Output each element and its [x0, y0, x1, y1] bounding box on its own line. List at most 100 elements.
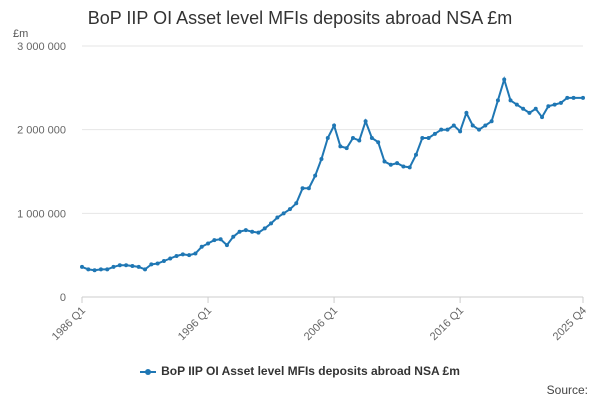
- x-tick-label: 2016 Q1: [428, 305, 466, 343]
- data-point[interactable]: [243, 228, 248, 233]
- data-point[interactable]: [369, 136, 374, 141]
- y-axis-ticks: 0 1 000 000 2 000 000 3 000 000: [17, 41, 66, 304]
- data-point[interactable]: [439, 127, 444, 132]
- data-point[interactable]: [111, 264, 116, 269]
- data-point[interactable]: [464, 110, 469, 115]
- data-point[interactable]: [388, 162, 393, 167]
- data-point[interactable]: [168, 256, 173, 261]
- data-point[interactable]: [401, 164, 406, 169]
- data-point[interactable]: [470, 123, 475, 128]
- data-point[interactable]: [420, 136, 425, 141]
- data-point[interactable]: [395, 161, 400, 166]
- data-point[interactable]: [451, 123, 456, 128]
- data-point[interactable]: [445, 127, 450, 132]
- data-point[interactable]: [565, 95, 570, 100]
- data-point[interactable]: [344, 146, 349, 151]
- data-point[interactable]: [206, 241, 211, 246]
- data-point[interactable]: [414, 152, 418, 157]
- data-point[interactable]: [180, 252, 185, 257]
- data-point[interactable]: [155, 261, 160, 266]
- data-point[interactable]: [250, 229, 255, 234]
- data-point[interactable]: [237, 229, 242, 234]
- data-point[interactable]: [98, 267, 103, 272]
- data-point[interactable]: [174, 254, 179, 259]
- data-point[interactable]: [117, 263, 122, 268]
- legend-label: BoP IIP OI Asset level MFIs deposits abr…: [161, 364, 460, 378]
- data-point[interactable]: [275, 215, 280, 220]
- y-tick-label: 0: [60, 292, 66, 304]
- data-point[interactable]: [313, 173, 318, 178]
- y-axis-unit-label: £m: [13, 28, 29, 40]
- data-point[interactable]: [281, 211, 286, 216]
- data-point[interactable]: [269, 221, 274, 226]
- data-point[interactable]: [325, 136, 330, 141]
- data-point[interactable]: [212, 238, 217, 243]
- data-point[interactable]: [382, 159, 387, 164]
- data-point[interactable]: [552, 102, 557, 107]
- legend-swatch-icon: [140, 368, 157, 375]
- data-point[interactable]: [458, 129, 463, 134]
- series-line: [81, 76, 583, 272]
- data-point[interactable]: [540, 115, 545, 120]
- data-point[interactable]: [80, 264, 84, 269]
- x-tick-label: 1996 Q1: [176, 305, 214, 343]
- data-point[interactable]: [262, 226, 267, 231]
- data-point[interactable]: [546, 104, 551, 109]
- data-point[interactable]: [350, 136, 355, 141]
- data-point[interactable]: [483, 123, 488, 128]
- data-point[interactable]: [571, 95, 576, 100]
- gridlines: [82, 45, 583, 298]
- data-point[interactable]: [224, 243, 229, 248]
- data-point[interactable]: [105, 267, 110, 272]
- data-point[interactable]: [306, 186, 311, 191]
- data-point[interactable]: [294, 201, 299, 206]
- legend[interactable]: BoP IIP OI Asset level MFIs deposits abr…: [0, 364, 600, 378]
- y-tick-label: 1 000 000: [17, 208, 66, 220]
- data-point[interactable]: [187, 253, 192, 258]
- data-point[interactable]: [161, 259, 166, 264]
- data-point[interactable]: [363, 119, 368, 124]
- data-point[interactable]: [581, 95, 585, 100]
- data-point[interactable]: [218, 237, 223, 242]
- data-point[interactable]: [527, 110, 532, 115]
- source-label: Source:: [546, 383, 588, 397]
- data-point[interactable]: [124, 263, 129, 268]
- data-point[interactable]: [92, 268, 97, 273]
- data-point[interactable]: [130, 264, 135, 269]
- data-point[interactable]: [193, 251, 198, 256]
- x-tick-label: 2006 Q1: [302, 305, 340, 343]
- data-point[interactable]: [426, 136, 431, 141]
- data-point[interactable]: [514, 102, 519, 107]
- chart-title: BoP IIP OI Asset level MFIs deposits abr…: [87, 8, 513, 28]
- data-point[interactable]: [357, 138, 362, 143]
- data-point[interactable]: [508, 98, 513, 103]
- data-point[interactable]: [495, 98, 500, 103]
- x-tick-label: 1986 Q1: [50, 305, 88, 343]
- data-point[interactable]: [332, 123, 337, 128]
- data-point[interactable]: [521, 106, 526, 111]
- data-point[interactable]: [558, 100, 563, 105]
- data-point[interactable]: [489, 119, 494, 124]
- data-point[interactable]: [136, 264, 141, 269]
- data-point[interactable]: [199, 244, 204, 249]
- data-point[interactable]: [432, 131, 437, 136]
- data-point[interactable]: [338, 144, 343, 149]
- x-tick-label: 2025 Q4: [551, 305, 589, 343]
- data-point[interactable]: [533, 106, 538, 111]
- data-point[interactable]: [300, 186, 305, 191]
- data-point[interactable]: [287, 207, 292, 212]
- data-point[interactable]: [86, 267, 91, 272]
- data-point[interactable]: [256, 230, 261, 235]
- data-point[interactable]: [376, 140, 381, 145]
- y-tick-label: 3 000 000: [17, 41, 66, 53]
- series-points: [80, 77, 585, 273]
- data-point[interactable]: [477, 127, 482, 132]
- data-point[interactable]: [319, 156, 324, 161]
- data-point[interactable]: [143, 267, 148, 272]
- data-point[interactable]: [231, 234, 236, 239]
- x-axis-ticks: 1986 Q1 1996 Q1 2006 Q1 2016 Q1 2025 Q4: [50, 297, 589, 343]
- data-point[interactable]: [502, 77, 507, 82]
- data-point[interactable]: [149, 262, 154, 267]
- data-point[interactable]: [407, 165, 412, 170]
